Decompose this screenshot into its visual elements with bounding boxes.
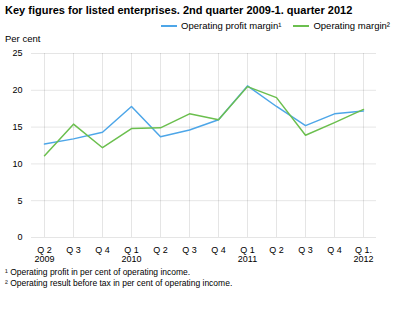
svg-text:Q 3: Q 3	[66, 245, 81, 255]
html-text:Operating margin²: Operating margin²	[313, 20, 390, 31]
svg-text:Q 1.2012: Q 1.2012	[353, 245, 373, 264]
svg-text:15: 15	[12, 122, 22, 132]
html-text:Operating profit margin¹: Operating profit margin¹	[181, 20, 282, 31]
svg-text:25: 25	[12, 48, 22, 58]
svg-text:0: 0	[17, 232, 22, 242]
svg-text:Q 2: Q 2	[269, 245, 284, 255]
html-text:² Operating result before tax: ² Operating result before tax in per cen…	[5, 278, 233, 288]
svg-text:Q 4: Q 4	[327, 245, 342, 255]
svg-text:10: 10	[12, 159, 22, 169]
svg-text:Q 2: Q 2	[153, 245, 168, 255]
svg-text:20: 20	[12, 85, 22, 95]
html-text:Key figures for listed enterpr: Key figures for listed enterprises. 2nd …	[5, 4, 353, 16]
svg-text:Q 3: Q 3	[298, 245, 313, 255]
svg-text:5: 5	[17, 196, 22, 206]
html-text:¹ Operating profit in per cent: ¹ Operating profit in per cent of operat…	[5, 267, 191, 277]
svg-text:Q 12010: Q 12010	[121, 245, 141, 264]
svg-text:Q 4: Q 4	[95, 245, 110, 255]
svg-text:Q 12011: Q 12011	[238, 245, 257, 264]
svg-text:Q 3: Q 3	[182, 245, 197, 255]
svg-text:Q 4: Q 4	[211, 245, 226, 255]
svg-text:Q 22009: Q 22009	[34, 245, 54, 264]
html-text:Per cent: Per cent	[5, 33, 41, 44]
